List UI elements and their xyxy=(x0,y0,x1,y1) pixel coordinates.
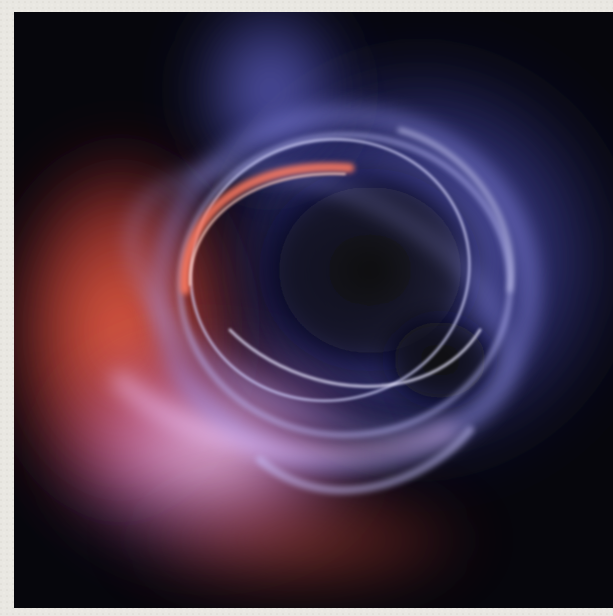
ring-outer xyxy=(153,108,537,472)
bright-streak xyxy=(112,372,458,461)
ring-tilted xyxy=(127,164,513,436)
bottom-streak xyxy=(256,426,474,495)
right-filament xyxy=(397,127,514,293)
lower-filament xyxy=(228,328,482,388)
dark-pocket xyxy=(380,310,500,410)
red-arc xyxy=(180,162,355,295)
gas-rings xyxy=(112,108,537,495)
red-arc-highlight xyxy=(188,172,346,286)
ring-inner xyxy=(189,138,471,402)
lower-red-glow xyxy=(110,480,490,600)
